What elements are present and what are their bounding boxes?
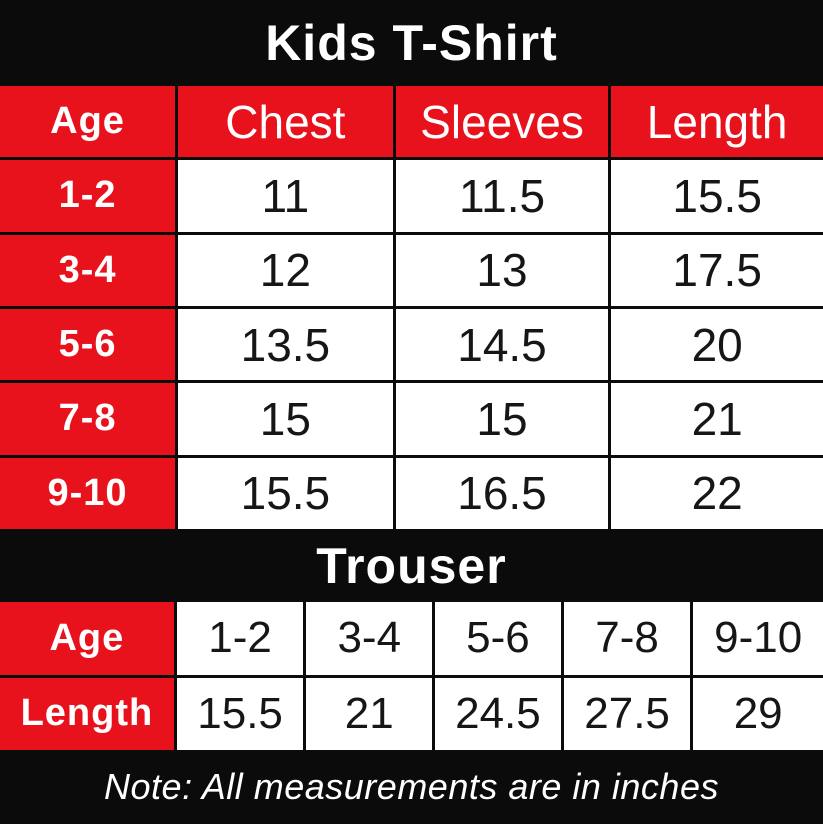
tshirt-cell: 15	[395, 383, 609, 455]
tshirt-table: Age Chest Sleeves Length 1-2 11 11.5 15.…	[0, 86, 823, 529]
trouser-table: Age 1-2 3-4 5-6 7-8 9-10 Length 15.5 21 …	[0, 602, 823, 750]
trouser-length-cell: 15.5	[176, 677, 304, 750]
tshirt-cell: 12	[178, 234, 393, 306]
trouser-title-text: Trouser	[316, 537, 507, 594]
tshirt-header-length: Length	[611, 86, 823, 158]
tshirt-cell: 15	[178, 383, 393, 455]
trouser-age-cell: 7-8	[563, 602, 691, 675]
tshirt-cell: 11	[178, 160, 393, 232]
trouser-length-cell: 24.5	[435, 677, 561, 750]
trouser-section-title: Trouser	[0, 529, 823, 602]
tshirt-cell: 21	[611, 383, 823, 455]
tshirt-cell: 22	[611, 457, 823, 529]
tshirt-cell: 17.5	[611, 234, 823, 306]
tshirt-cell: 13.5	[178, 309, 393, 381]
tshirt-row-age: 7-8	[0, 383, 176, 455]
trouser-age-cell: 9-10	[693, 602, 823, 675]
trouser-length-cell: 29	[693, 677, 823, 750]
tshirt-cell: 16.5	[395, 457, 609, 529]
tshirt-header-age: Age	[0, 86, 176, 158]
trouser-age-label: Age	[0, 602, 174, 675]
trouser-length-cell: 21	[306, 677, 433, 750]
tshirt-row-age: 9-10	[0, 457, 176, 529]
tshirt-cell: 13	[395, 234, 609, 306]
trouser-age-cell: 3-4	[306, 602, 433, 675]
trouser-age-cell: 1-2	[176, 602, 304, 675]
tshirt-cell: 14.5	[395, 309, 609, 381]
tshirt-header-chest: Chest	[178, 86, 393, 158]
trouser-length-cell: 27.5	[563, 677, 691, 750]
tshirt-header-sleeves: Sleeves	[395, 86, 609, 158]
trouser-length-label: Length	[0, 677, 174, 750]
measurement-note: Note: All measurements are in inches	[0, 750, 823, 824]
tshirt-row-age: 5-6	[0, 309, 176, 381]
tshirt-row-age: 1-2	[0, 160, 176, 232]
tshirt-row-age: 3-4	[0, 234, 176, 306]
tshirt-cell: 20	[611, 309, 823, 381]
tshirt-cell: 15.5	[178, 457, 393, 529]
tshirt-cell: 15.5	[611, 160, 823, 232]
trouser-age-cell: 5-6	[435, 602, 561, 675]
tshirt-section-title: Kids T-Shirt	[0, 0, 823, 86]
tshirt-cell: 11.5	[395, 160, 609, 232]
note-text: Note: All measurements are in inches	[104, 766, 719, 807]
tshirt-title-text: Kids T-Shirt	[265, 15, 558, 71]
